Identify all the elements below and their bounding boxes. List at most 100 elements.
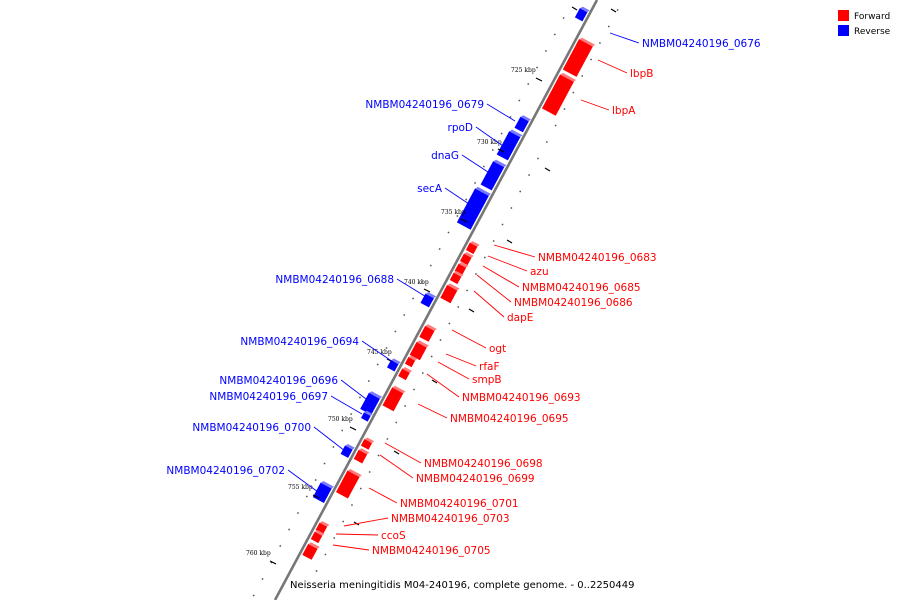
gene-arrow-reverse[interactable] — [360, 412, 371, 422]
gene-arrow-reverse[interactable] — [456, 188, 489, 230]
gene-label[interactable]: NMBM04240196_0697 — [209, 391, 328, 403]
track-dot — [492, 240, 495, 242]
track-dot — [385, 347, 388, 349]
gene-arrow-forward[interactable] — [459, 253, 472, 266]
gene-label[interactable]: dnaG — [431, 150, 459, 162]
legend: Forward Reverse — [838, 10, 891, 37]
gene-label[interactable]: NMBM04240196_0685 — [522, 282, 641, 294]
gene-arrow-reverse[interactable] — [420, 293, 435, 308]
gene-label[interactable]: NMBM04240196_0703 — [391, 513, 510, 525]
scale-tick-label: 725 kbp — [511, 67, 536, 74]
gene-label[interactable]: NMBM04240196_0688 — [275, 274, 394, 286]
track-dot — [377, 454, 380, 457]
track-dot — [475, 273, 477, 275]
scale-tick-label: 730 kbp — [477, 139, 502, 146]
gene-label[interactable]: NMBM04240196_0694 — [240, 336, 359, 348]
gene-label[interactable]: NMBM04240196_0693 — [462, 392, 581, 404]
gene-label[interactable]: NMBM04240196_0701 — [400, 498, 519, 510]
gene-label[interactable]: NMBM04240196_0702 — [166, 465, 285, 477]
track-dot — [491, 149, 494, 151]
track-dot — [306, 586, 309, 589]
gene-label-connector — [444, 187, 473, 207]
gene-label[interactable]: rpoD — [448, 122, 474, 134]
track-dot — [500, 132, 503, 135]
gene-label[interactable]: secA — [417, 183, 443, 195]
scale-tick-mark — [497, 148, 505, 153]
gene-label-connector — [486, 103, 516, 122]
gene-label-connector — [482, 265, 520, 288]
gene-label[interactable]: rfaF — [479, 361, 500, 373]
gene-arrow-shade — [509, 129, 523, 138]
track-dot — [314, 479, 317, 481]
scale-tick-label: 740 kbp — [404, 279, 429, 286]
track-dot — [590, 58, 592, 61]
scale-tick-mark — [269, 560, 277, 565]
gene-label[interactable]: NMBM04240196_0705 — [372, 545, 491, 557]
gene-arrow-shade — [392, 385, 406, 394]
gene-label[interactable]: NMBM04240196_0686 — [514, 297, 633, 309]
gene-arrow-shade — [320, 481, 334, 489]
gene-label[interactable]: NMBM04240196_0699 — [416, 473, 535, 485]
gene-label-connector — [384, 442, 422, 464]
track-dot — [537, 157, 539, 160]
gene-label[interactable]: ogt — [489, 343, 506, 355]
scale-tick-mark — [312, 494, 320, 499]
gene-arrow-forward[interactable] — [335, 470, 360, 499]
gene-label[interactable]: NMBM04240196_0696 — [219, 375, 338, 387]
track-dot — [315, 570, 318, 572]
track-dot — [342, 520, 345, 523]
gene-label-connector — [493, 244, 536, 258]
gene-arrow-shade — [391, 358, 401, 365]
legend-forward-label: Forward — [854, 12, 890, 22]
track-dot — [510, 207, 513, 209]
gene-label-connector — [332, 544, 370, 551]
gene-label[interactable]: NMBM04240196_0676 — [642, 38, 761, 50]
scale-minor-mark — [571, 6, 578, 11]
gene-label-connector — [461, 154, 489, 173]
track-dot — [466, 289, 468, 292]
gene-arrow-forward[interactable] — [404, 356, 416, 368]
scale-minor-mark — [544, 167, 551, 172]
gene-label[interactable]: NMBM04240196_0679 — [365, 99, 484, 111]
track-dot — [554, 124, 557, 127]
track-dot — [599, 42, 601, 44]
gene-arrow-reverse[interactable] — [480, 161, 505, 191]
scale-minor-mark — [506, 239, 513, 244]
track-dot — [394, 330, 397, 333]
gene-label[interactable]: NMBM04240196_0698 — [424, 458, 543, 470]
track-dot — [404, 405, 406, 407]
gene-label[interactable]: lbpA — [612, 105, 636, 117]
gene-label[interactable]: azu — [530, 266, 549, 278]
track-dot — [288, 528, 291, 531]
track-dot — [359, 487, 362, 490]
gene-label-connector — [340, 379, 371, 403]
gene-arrow-shade — [358, 448, 370, 455]
track-dot — [581, 75, 584, 77]
gene-label[interactable]: smpB — [472, 374, 502, 386]
gene-label[interactable]: NMBM04240196_0700 — [192, 422, 311, 434]
gene-arrow-forward[interactable] — [302, 543, 318, 560]
gene-arrow-shade — [579, 37, 596, 47]
gene-arrow-reverse[interactable] — [574, 7, 588, 22]
gene-label[interactable]: NMBM04240196_0695 — [450, 413, 569, 425]
gene-arrow-shade — [560, 72, 577, 82]
track-dot — [368, 471, 371, 473]
gene-label[interactable]: lbpB — [630, 68, 653, 80]
gene-arrow-shade — [402, 367, 413, 373]
track-dot — [438, 248, 441, 250]
gene-arrow-forward[interactable] — [562, 38, 593, 77]
gene-arrow-shade — [580, 6, 590, 13]
gene-label[interactable]: dapE — [507, 312, 533, 324]
gene-arrow-forward[interactable] — [419, 325, 435, 342]
gene-label[interactable]: ccoS — [381, 530, 406, 542]
gene-features — [302, 6, 596, 560]
gene-label[interactable]: NMBM04240196_0683 — [538, 252, 657, 264]
track-dot — [545, 50, 547, 52]
gene-label-connector — [597, 59, 628, 74]
track-dot — [351, 504, 353, 506]
scale-minor-mark — [393, 450, 400, 455]
track-dot — [413, 388, 415, 391]
track-dot — [430, 355, 433, 358]
track-dot — [279, 545, 282, 547]
